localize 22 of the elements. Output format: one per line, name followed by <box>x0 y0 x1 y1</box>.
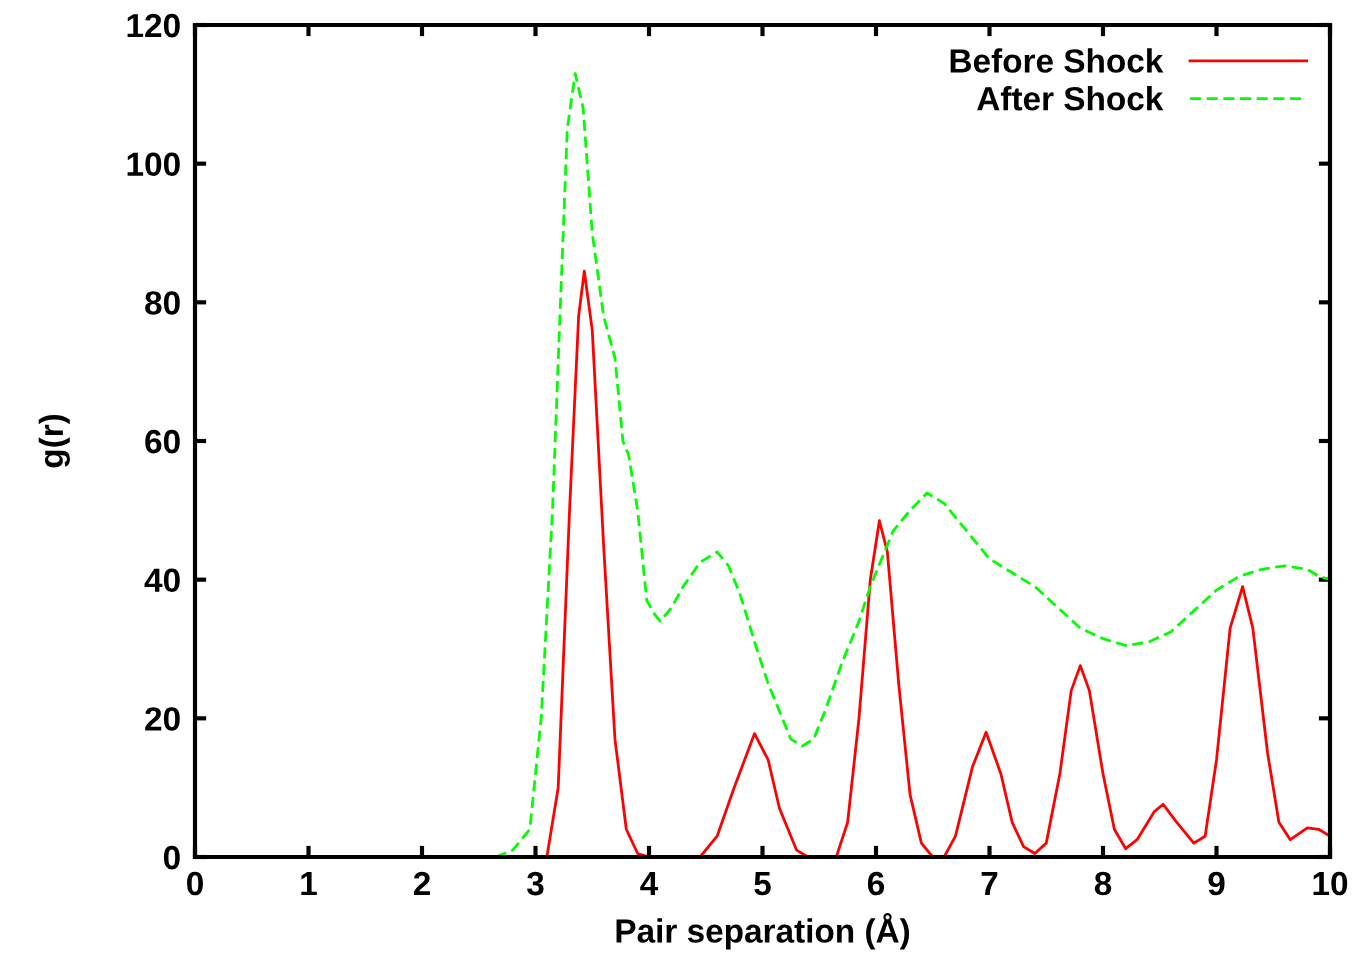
x-tick-label: 6 <box>867 871 885 896</box>
y-axis-title: g(r) <box>38 414 70 468</box>
x-tick-label: 5 <box>754 872 771 896</box>
x-tick-label: 9 <box>1208 871 1225 896</box>
y-tick-label: 0 <box>163 845 180 870</box>
x-tick-label: 3 <box>527 871 544 896</box>
y-tick-label: 20 <box>145 707 180 731</box>
x-tick-label: 2 <box>413 871 430 896</box>
x-tick-label: 1 <box>301 872 317 896</box>
x-tick-label: 7 <box>981 872 998 896</box>
legend-label: After Shock <box>977 86 1164 111</box>
y-tick-label: 100 <box>127 152 180 177</box>
x-tick-label: 0 <box>187 871 203 896</box>
y-tick-label: 40 <box>144 568 180 593</box>
x-axis-title: Pair separation (Å) <box>616 913 910 950</box>
y-tick-label: 60 <box>145 429 180 454</box>
x-tick-label: 8 <box>1094 871 1112 896</box>
x-tick-label: 10 <box>1313 871 1348 896</box>
y-tick-label: 120 <box>127 13 180 38</box>
y-tick-label: 80 <box>145 291 180 315</box>
legend-label: Before Shock <box>950 48 1164 73</box>
x-tick-label: 4 <box>640 872 659 896</box>
